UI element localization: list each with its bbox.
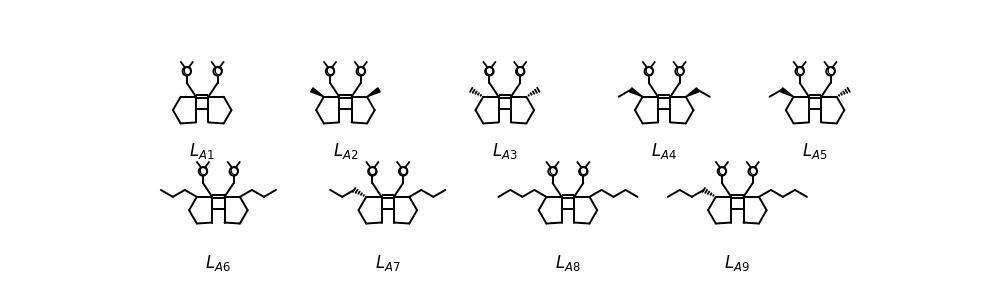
Polygon shape: [311, 88, 324, 97]
Text: $L_{A7}$: $L_{A7}$: [375, 253, 401, 273]
Text: O: O: [826, 65, 835, 78]
Text: O: O: [579, 165, 588, 178]
Text: O: O: [795, 65, 804, 78]
Text: $L_{A8}$: $L_{A8}$: [555, 253, 581, 273]
Polygon shape: [686, 88, 699, 97]
Text: $L_{A2}$: $L_{A2}$: [333, 142, 358, 161]
Text: O: O: [229, 165, 238, 178]
Text: $L_{A9}$: $L_{A9}$: [724, 253, 750, 273]
Text: O: O: [675, 65, 684, 78]
Polygon shape: [367, 88, 380, 97]
Text: $L_{A5}$: $L_{A5}$: [802, 142, 828, 161]
Text: $L_{A3}$: $L_{A3}$: [492, 142, 518, 161]
Text: O: O: [516, 65, 525, 78]
Text: $L_{A1}$: $L_{A1}$: [189, 142, 215, 161]
Text: $L_{A6}$: $L_{A6}$: [205, 253, 231, 273]
Text: O: O: [399, 165, 408, 178]
Text: O: O: [198, 165, 208, 178]
Text: O: O: [182, 65, 191, 78]
Text: O: O: [368, 165, 377, 178]
Polygon shape: [629, 88, 643, 97]
Text: O: O: [485, 65, 494, 78]
Text: O: O: [213, 65, 222, 78]
Text: O: O: [644, 65, 653, 78]
Polygon shape: [780, 88, 794, 97]
Text: O: O: [356, 65, 365, 78]
Text: O: O: [325, 65, 335, 78]
Text: O: O: [717, 165, 727, 178]
Text: $L_{A4}$: $L_{A4}$: [651, 142, 677, 161]
Text: O: O: [748, 165, 757, 178]
Text: O: O: [548, 165, 557, 178]
